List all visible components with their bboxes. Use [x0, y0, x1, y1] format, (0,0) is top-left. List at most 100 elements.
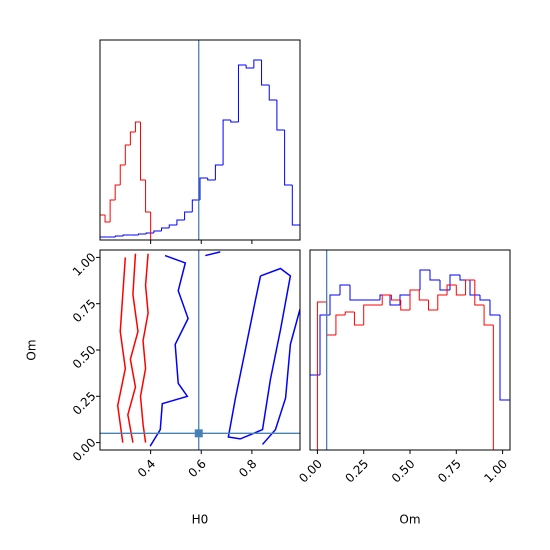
panel-frame	[99, 249, 301, 451]
histogram-step	[122, 234, 131, 236]
histogram-step	[150, 212, 156, 240]
y-axis-label: Om	[25, 339, 39, 360]
histogram	[100, 59, 300, 240]
histogram-step	[124, 144, 131, 165]
x-tick-label: 0.6	[185, 457, 208, 480]
histogram-step	[409, 289, 420, 310]
histogram-step	[276, 100, 285, 131]
histogram-step	[222, 119, 231, 165]
histogram-step	[429, 270, 440, 281]
histogram-step	[284, 130, 293, 186]
histogram-step	[381, 294, 392, 305]
histogram-step	[140, 122, 146, 181]
histogram-step	[379, 294, 390, 300]
histogram-step	[389, 295, 400, 306]
histogram-step	[253, 59, 262, 68]
y-tick-label: 0.75	[70, 296, 99, 325]
histogram-step	[363, 304, 373, 325]
histogram-step	[390, 295, 401, 301]
histogram-step	[483, 305, 494, 326]
x-tick-label: 0.50	[389, 457, 418, 486]
histogram-step	[100, 214, 106, 240]
contours	[116, 251, 300, 447]
x-tick-label: 0.4	[135, 457, 158, 480]
x-tick-label: 0.8	[236, 457, 259, 480]
histogram-step	[474, 280, 485, 306]
histogram-step	[400, 300, 410, 311]
histogram	[310, 269, 510, 450]
histogram-step	[349, 285, 360, 301]
histogram-step	[145, 232, 154, 234]
histogram-step	[109, 199, 116, 222]
panel-frame	[309, 249, 511, 451]
histogram-step	[261, 60, 270, 86]
histogram-step	[428, 300, 438, 311]
histogram-step	[153, 230, 162, 233]
histogram-step	[237, 64, 247, 122]
contour-line	[127, 253, 139, 443]
histogram-step	[446, 284, 457, 295]
x-tick-label: 1.00	[481, 457, 510, 486]
histogram-step	[245, 65, 254, 69]
histogram-step	[114, 184, 121, 200]
histogram-step	[104, 215, 111, 223]
contour-line	[139, 253, 149, 443]
contour-line	[205, 251, 221, 257]
histogram-step	[207, 178, 216, 181]
histogram-step	[137, 233, 147, 235]
histogram-step	[418, 290, 429, 301]
histogram-step	[168, 224, 177, 228]
histogram-step	[409, 289, 420, 295]
histogram-step	[268, 85, 277, 101]
histogram-step	[459, 275, 470, 281]
x-tick-label: 0.25	[343, 457, 372, 486]
y-tick-label: 0.00	[70, 435, 99, 464]
histogram-step	[316, 301, 327, 450]
contour-line	[116, 257, 127, 443]
histogram-step	[214, 164, 224, 180]
histogram-step	[344, 311, 355, 315]
histogram-step	[230, 120, 239, 123]
histogram-step	[455, 285, 466, 296]
histogram-step	[100, 236, 108, 240]
y-tick-label: 1.00	[70, 250, 99, 279]
histogram-step	[329, 294, 340, 315]
y-tick-label: 0.25	[70, 389, 99, 418]
x-axis-label: H0	[192, 513, 209, 527]
x-tick-label: 0.00	[296, 457, 325, 486]
histogram-step	[176, 219, 185, 225]
histogram-step	[399, 294, 410, 305]
histogram-step	[114, 235, 124, 237]
histogram-step	[291, 185, 300, 240]
truth-marker	[194, 429, 203, 438]
histogram-step	[119, 164, 126, 185]
histogram-step	[449, 274, 460, 290]
histogram-step	[339, 284, 350, 295]
histogram-step	[419, 269, 430, 290]
histogram-step	[353, 312, 364, 326]
histogram-step	[437, 294, 448, 310]
histogram-step	[161, 227, 170, 231]
histogram-step	[129, 131, 136, 145]
contour-line	[227, 267, 292, 440]
histogram-step	[199, 177, 208, 200]
histogram-step	[479, 295, 490, 301]
x-tick-label: 0.75	[435, 457, 464, 486]
panel-frame	[99, 39, 301, 241]
histogram-step	[492, 325, 503, 450]
histogram-step	[469, 280, 480, 296]
histogram-step	[134, 121, 141, 132]
histogram-step	[310, 374, 320, 450]
x-axis-label: Om	[399, 513, 420, 527]
histogram-step	[335, 314, 346, 335]
y-tick-label: 0.50	[70, 343, 99, 372]
histogram-step	[191, 199, 200, 212]
contour-line	[261, 309, 300, 445]
contour-line	[149, 254, 189, 447]
histogram-step	[184, 211, 193, 220]
histogram-step	[145, 180, 151, 213]
histogram-step	[499, 315, 510, 450]
histogram-step	[465, 279, 475, 295]
histogram-step	[319, 314, 330, 375]
